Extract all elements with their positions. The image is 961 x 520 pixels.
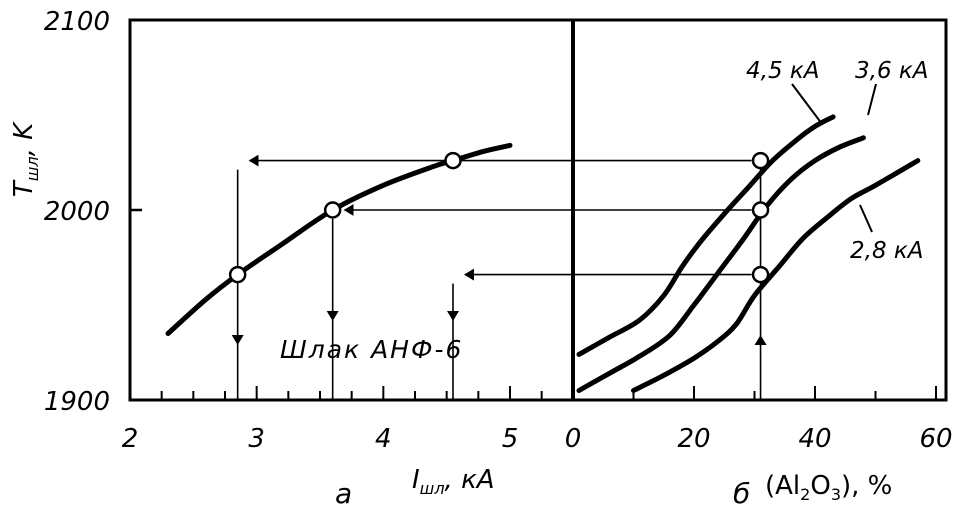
x-tick-label-a: 3 [248,424,265,454]
data-point-b [751,201,770,219]
y-tick-label: 2100 [44,7,110,37]
series-leader-line [867,83,877,116]
y-axis-title-sub: шл [23,156,42,181]
x-tick-label-a: 4 [375,424,392,454]
curve-slag [165,142,513,336]
panel-letter-a: а [335,477,352,510]
x-tick-label-a: 2 [122,424,139,454]
y-axis-title-main: T [9,179,39,197]
y-axis-title: Tшл, K [9,121,42,197]
labels-layer: 1900 2000 2100 2 3 4 5 0 20 40 60 4,5 кА 3,6 кА 2,8 к… [44,7,953,454]
series-label: 4,5 кА [746,58,820,84]
slag-annotation: Шлак АНФ-6 [280,335,463,364]
guide-lines-layer [231,154,767,400]
x-tick-label-b: 20 [677,424,710,454]
x-tick-label-b: 40 [798,424,831,454]
x-tick-label-b: 0 [565,424,582,454]
x-axis-title-a-unit: , кА [445,465,495,495]
x-axis-title-a-sub: шл [420,479,445,498]
points-layer [228,151,770,284]
x-axis-title-a-main: I [412,465,420,495]
x-axis-title-b-unit: ), % [841,471,892,501]
x-axis-title-b-mid: O [810,471,830,501]
series-leader-line [791,83,823,125]
series-label: 3,6 кА [855,58,929,84]
panel-letter-b: б [733,477,750,510]
series-label: 2,8 кА [850,238,924,264]
x-tick-label-b: 60 [919,424,952,454]
x-axis-title-b: (Al2O3), % [765,471,892,504]
data-point-a [444,151,462,170]
data-point-b [751,151,770,170]
data-point-a [228,265,247,284]
data-point-a [323,201,342,219]
x-axis-title-b-open: (Al [765,471,800,501]
y-axis-title-unit: , K [9,121,39,157]
y-tick-label: 2000 [44,197,110,227]
x-axis-title-b-sub1: 2 [800,485,810,504]
x-tick-label-a: 5 [502,424,519,454]
curve-1 [576,135,866,393]
data-point-b [751,265,770,284]
curve-0 [576,114,836,357]
x-axis-title-b-sub2: 3 [831,485,841,504]
ticks-layer [130,18,937,402]
y-tick-label: 1900 [44,387,110,417]
series-leader-line [859,204,873,233]
x-axis-title-a: Iшл, кА [412,465,495,498]
